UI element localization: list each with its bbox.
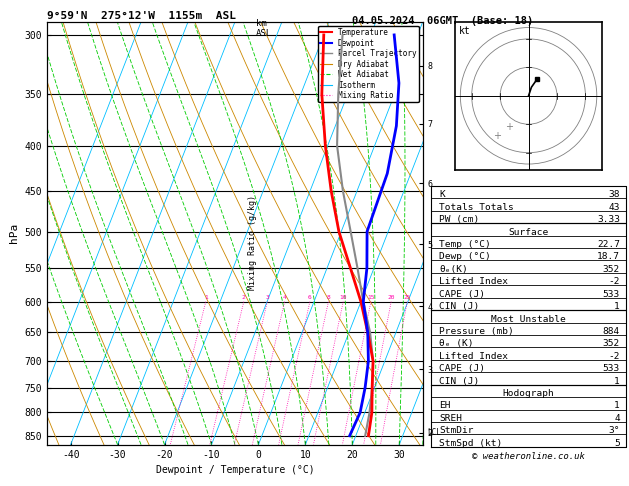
Text: 3: 3 bbox=[265, 295, 269, 299]
Text: 9°59'N  275°12'W  1155m  ASL: 9°59'N 275°12'W 1155m ASL bbox=[47, 11, 236, 21]
Text: 884: 884 bbox=[603, 327, 620, 336]
Text: LCL: LCL bbox=[427, 428, 441, 437]
Text: Lifted Index: Lifted Index bbox=[439, 277, 508, 286]
Text: 8: 8 bbox=[326, 295, 330, 299]
Text: Most Unstable: Most Unstable bbox=[491, 314, 566, 324]
Text: Temp (°C): Temp (°C) bbox=[439, 240, 491, 249]
Text: 4: 4 bbox=[615, 414, 620, 423]
Text: 18.7: 18.7 bbox=[597, 252, 620, 261]
Text: 2: 2 bbox=[242, 295, 246, 299]
Text: Surface: Surface bbox=[508, 227, 548, 237]
Text: 6: 6 bbox=[308, 295, 312, 299]
Text: 3.33: 3.33 bbox=[597, 215, 620, 224]
Text: 20: 20 bbox=[387, 295, 395, 299]
Text: K: K bbox=[439, 191, 445, 199]
Text: 04.05.2024  06GMT  (Base: 18): 04.05.2024 06GMT (Base: 18) bbox=[352, 16, 533, 26]
Text: 25: 25 bbox=[404, 295, 411, 299]
Text: 5: 5 bbox=[615, 439, 620, 448]
Text: SREH: SREH bbox=[439, 414, 462, 423]
Text: 1: 1 bbox=[615, 377, 620, 385]
Text: 43: 43 bbox=[608, 203, 620, 212]
Text: 15: 15 bbox=[367, 295, 375, 299]
Text: StmSpd (kt): StmSpd (kt) bbox=[439, 439, 503, 448]
X-axis label: Dewpoint / Temperature (°C): Dewpoint / Temperature (°C) bbox=[155, 465, 314, 475]
Text: Pressure (mb): Pressure (mb) bbox=[439, 327, 514, 336]
Text: 22.7: 22.7 bbox=[597, 240, 620, 249]
Text: 352: 352 bbox=[603, 265, 620, 274]
Text: CAPE (J): CAPE (J) bbox=[439, 364, 485, 373]
Text: Hodograph: Hodograph bbox=[503, 389, 554, 398]
Text: θₑ (K): θₑ (K) bbox=[439, 339, 474, 348]
Text: Lifted Index: Lifted Index bbox=[439, 352, 508, 361]
Text: 4: 4 bbox=[282, 295, 286, 299]
Text: km: km bbox=[256, 19, 267, 29]
Text: kt: kt bbox=[459, 26, 471, 36]
Text: 3°: 3° bbox=[608, 426, 620, 435]
Text: PW (cm): PW (cm) bbox=[439, 215, 479, 224]
Legend: Temperature, Dewpoint, Parcel Trajectory, Dry Adiabat, Wet Adiabat, Isotherm, Mi: Temperature, Dewpoint, Parcel Trajectory… bbox=[318, 26, 419, 103]
Text: ASL: ASL bbox=[256, 29, 272, 38]
Text: +: + bbox=[504, 122, 513, 132]
Text: EH: EH bbox=[439, 401, 450, 411]
Text: 10: 10 bbox=[340, 295, 347, 299]
Y-axis label: hPa: hPa bbox=[9, 223, 19, 243]
Text: -2: -2 bbox=[608, 352, 620, 361]
Text: CIN (J): CIN (J) bbox=[439, 377, 479, 385]
Text: Totals Totals: Totals Totals bbox=[439, 203, 514, 212]
Text: Dewp (°C): Dewp (°C) bbox=[439, 252, 491, 261]
Text: 38: 38 bbox=[608, 191, 620, 199]
Text: 1: 1 bbox=[615, 302, 620, 311]
Text: θₑ(K): θₑ(K) bbox=[439, 265, 468, 274]
Text: 533: 533 bbox=[603, 364, 620, 373]
Text: 533: 533 bbox=[603, 290, 620, 299]
Text: © weatheronline.co.uk: © weatheronline.co.uk bbox=[472, 451, 585, 461]
Text: CAPE (J): CAPE (J) bbox=[439, 290, 485, 299]
Text: +: + bbox=[493, 131, 501, 140]
Text: StmDir: StmDir bbox=[439, 426, 474, 435]
Text: CIN (J): CIN (J) bbox=[439, 302, 479, 311]
Text: 1: 1 bbox=[204, 295, 208, 299]
Text: 352: 352 bbox=[603, 339, 620, 348]
Text: -2: -2 bbox=[608, 277, 620, 286]
Text: Mixing Ratio (g/kg): Mixing Ratio (g/kg) bbox=[248, 195, 257, 291]
Text: 1: 1 bbox=[615, 401, 620, 411]
